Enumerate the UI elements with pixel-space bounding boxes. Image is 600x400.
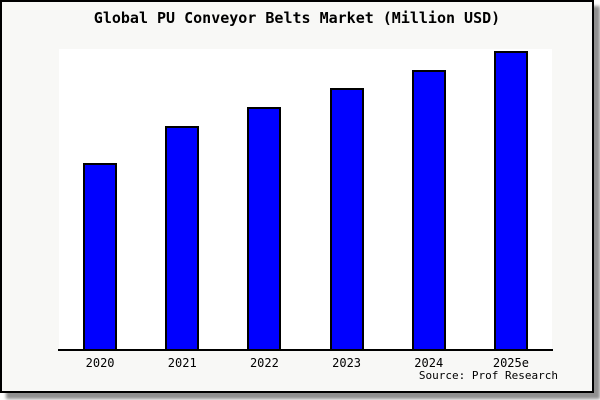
bar-2024: [411, 70, 446, 351]
plot-area: [58, 49, 553, 351]
x-tick-label-2024: 2024: [414, 356, 444, 370]
x-tick-label-2020: 2020: [85, 356, 115, 370]
bar-2025e: [493, 51, 528, 351]
bar-2023: [329, 88, 364, 351]
source-note: Source: Prof Research: [418, 369, 558, 382]
x-tick-label-2022: 2022: [249, 356, 279, 370]
bar-2021: [165, 126, 200, 351]
x-tick-label-2021: 2021: [167, 356, 197, 370]
bar-2020: [83, 163, 118, 351]
x-axis-line: [58, 349, 553, 351]
x-tick-label-2023: 2023: [332, 356, 362, 370]
chart-title: Global PU Conveyor Belts Market (Million…: [93, 9, 501, 27]
x-tick-label-2025e: 2025e: [492, 356, 529, 370]
x-axis-labels: 2020 2021 2022 2023 2024 2025e: [59, 356, 552, 372]
bar-2022: [247, 107, 282, 351]
chart-frame: Global PU Conveyor Belts Market (Million…: [0, 0, 594, 393]
